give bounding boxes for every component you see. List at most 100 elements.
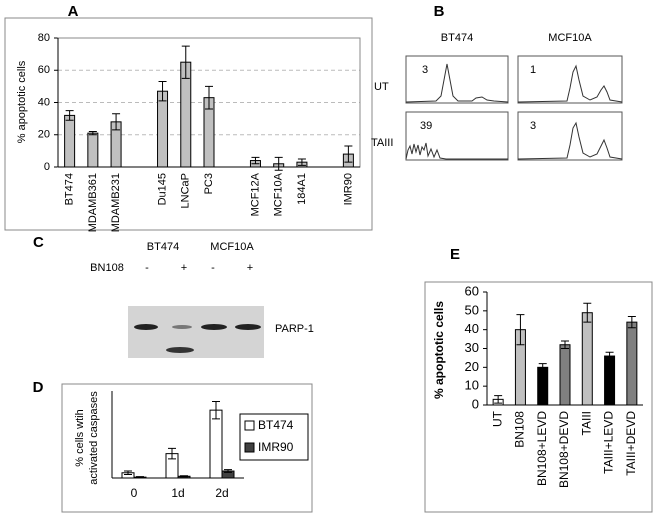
y-tick-label: 20: [465, 359, 479, 374]
y-tick-label: 80: [38, 32, 50, 44]
y-tick-label: 0: [44, 161, 50, 173]
error-bar: [297, 158, 306, 166]
blot-band: [172, 325, 192, 329]
bar: [64, 114, 76, 168]
error-bar: [158, 81, 167, 102]
y-tick-label: 60: [38, 64, 50, 76]
error-bar: [344, 145, 353, 163]
x-tick-label: UT: [490, 410, 504, 427]
y-tick-label: 60: [465, 283, 479, 298]
sign: -: [211, 262, 215, 274]
error-bar: [561, 340, 569, 349]
panel-letter: E: [450, 246, 460, 263]
x-tick-label: 1d: [171, 486, 184, 500]
x-tick-label: MDAMB361: [87, 173, 99, 232]
panel-letter: D: [33, 379, 44, 396]
x-tick-label: BN108+LEVD: [535, 411, 549, 486]
sign: +: [181, 262, 187, 274]
bar: [537, 366, 549, 406]
panel-letter: A: [68, 3, 79, 20]
error-bar: [181, 45, 190, 79]
error-bar: [65, 110, 74, 121]
error-bar: [212, 400, 220, 420]
column-title: BT474: [441, 32, 473, 44]
y-tick-label: 40: [38, 96, 50, 108]
error-bar: [605, 351, 614, 361]
histogram-number: 3: [530, 120, 536, 132]
column-title: MCF10A: [210, 241, 254, 253]
histogram-box: [517, 55, 623, 104]
treatment-label: BN108: [90, 262, 124, 274]
histogram-box: [405, 111, 509, 161]
legend-swatch: [244, 420, 255, 431]
y-tick-label: 20: [38, 129, 50, 141]
x-tick-label: 184A1: [296, 173, 308, 205]
y-tick-label: 10: [465, 378, 479, 393]
error-bar: [112, 113, 121, 131]
histogram-curve: [405, 142, 508, 160]
y-axis-label: activated caspases: [88, 391, 100, 485]
bar: [157, 90, 169, 168]
error-bar: [627, 315, 636, 329]
legend-label: IMR90: [258, 440, 294, 454]
blot-band: [134, 324, 158, 330]
histogram-box: [517, 111, 623, 161]
error-bar: [516, 314, 525, 346]
panel-e-frame: [424, 281, 653, 513]
x-tick-label: BN108+DEVD: [557, 411, 571, 488]
panel-d-frame: [61, 383, 313, 513]
histogram-curve: [517, 121, 623, 160]
x-tick-label: MCF10A: [273, 172, 285, 216]
error-bar: [224, 469, 232, 473]
x-tick-label: BT474: [64, 173, 76, 205]
y-tick-label: 50: [465, 302, 479, 317]
x-tick-label: LNCaP: [180, 173, 192, 208]
row-label: UT: [374, 81, 389, 93]
error-bar: [583, 302, 592, 323]
band-label: PARP-1: [275, 323, 314, 335]
x-tick-label: 2d: [215, 486, 228, 500]
blot: [128, 306, 264, 358]
panel-letter: B: [434, 3, 445, 20]
y-axis-label: % apoptotic cells: [432, 301, 446, 399]
bar: [604, 355, 616, 406]
x-tick-label: MCF12A: [249, 172, 261, 216]
y-tick-label: 40: [465, 321, 479, 336]
histogram-box: [405, 55, 509, 104]
column-title: BT474: [147, 241, 179, 253]
legend-label: BT474: [258, 418, 294, 432]
bar: [626, 321, 638, 406]
error-bar: [205, 85, 213, 110]
bar: [559, 344, 571, 406]
row-label: TAIII: [371, 137, 393, 149]
panel-a-frame: [4, 17, 373, 231]
x-tick-label: MDAMB231: [110, 173, 122, 232]
x-tick-label: Du145: [156, 173, 168, 205]
x-tick-label: TAIII: [579, 411, 593, 435]
x-tick-label: IMR90: [342, 173, 354, 205]
y-axis-label: % cells wtih: [74, 409, 86, 466]
sign: -: [145, 262, 149, 274]
error-bar: [88, 131, 97, 136]
legend-swatch: [244, 442, 255, 453]
y-tick-label: 30: [465, 340, 479, 355]
x-tick-label: PC3: [203, 173, 215, 194]
bar: [581, 312, 593, 406]
x-tick-label: BN108: [513, 411, 527, 448]
blot-band: [235, 324, 261, 330]
histogram-curve: [405, 63, 509, 103]
error-bar: [494, 395, 503, 404]
panel-letter: C: [33, 234, 44, 251]
x-tick-label: TAIII+DEVD: [624, 411, 638, 476]
bar: [209, 409, 223, 479]
error-bar: [180, 475, 188, 478]
histogram-number: 1: [530, 64, 536, 76]
bar: [87, 132, 99, 168]
x-tick-label: TAIII+LEVD: [602, 411, 616, 474]
error-bar: [274, 156, 283, 171]
y-axis-label: % apoptotic cells: [16, 60, 28, 143]
error-bar: [251, 156, 260, 165]
x-tick-label: 0: [131, 486, 138, 500]
histogram-curve: [517, 64, 623, 103]
